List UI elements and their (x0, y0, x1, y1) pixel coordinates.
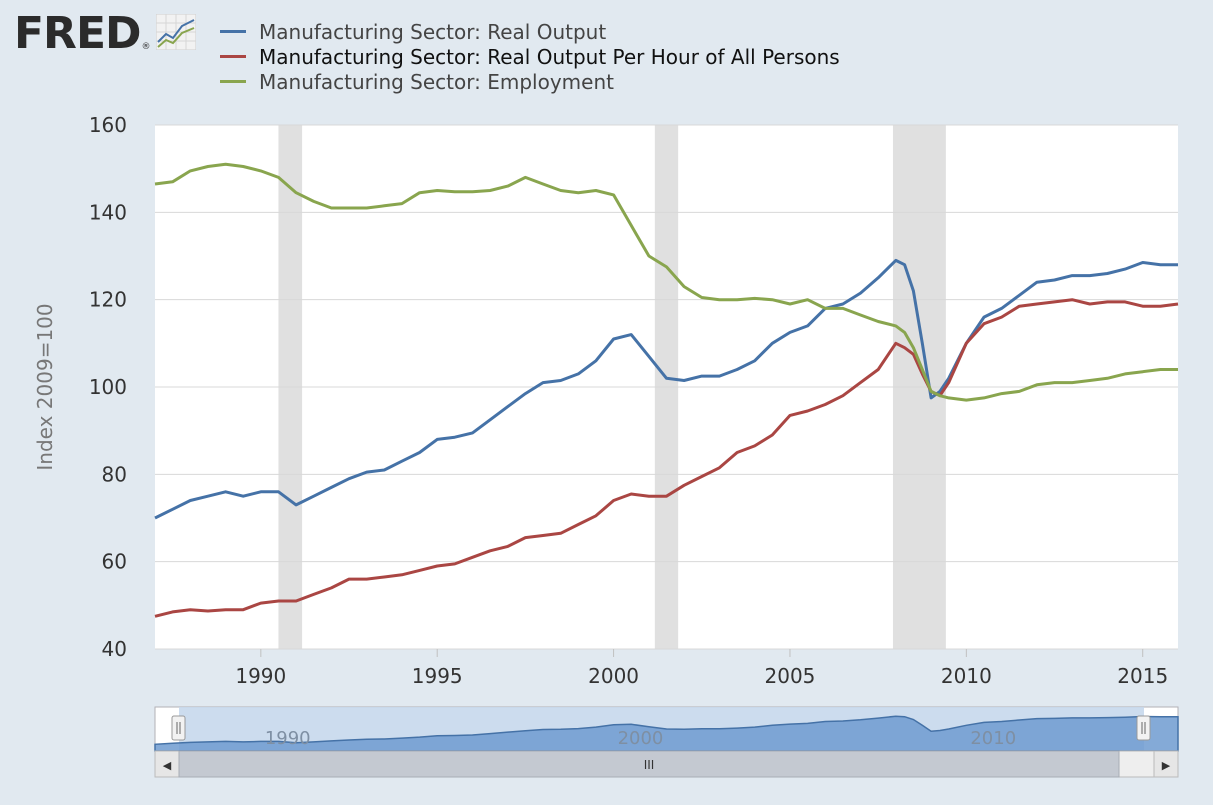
handle-box (171, 715, 186, 741)
y-tick-label: 120 (89, 288, 127, 312)
legend-item-real-output[interactable]: Manufacturing Sector: Real Output (220, 19, 840, 44)
chart-legend: Manufacturing Sector: Real Output Manufa… (220, 19, 840, 94)
navigator-handle-right[interactable] (1136, 715, 1151, 741)
legend-item-productivity[interactable]: Manufacturing Sector: Real Output Per Ho… (220, 44, 840, 69)
logo-text: FRED (14, 8, 142, 59)
legend-label-productivity: Manufacturing Sector: Real Output Per Ho… (259, 44, 840, 69)
scroll-right-arrow-icon: ▶ (1162, 759, 1171, 772)
y-tick-label: 160 (89, 113, 127, 137)
x-tick-label: 2005 (765, 664, 816, 688)
scrollbar-grip-icon: III (644, 758, 655, 772)
y-axis-title: Index 2009=100 (33, 303, 57, 470)
y-tick-label: 60 (102, 550, 127, 574)
y-tick-label: 140 (89, 200, 127, 224)
x-tick-label: 1995 (412, 664, 463, 688)
scroll-left-arrow-icon: ◀ (163, 759, 172, 772)
legend-swatch-productivity (220, 55, 246, 58)
legend-item-employment[interactable]: Manufacturing Sector: Employment (220, 69, 840, 94)
navigator-label: 1990 (265, 728, 311, 749)
series-line-2[interactable] (154, 162, 1178, 402)
legend-label-employment: Manufacturing Sector: Employment (259, 69, 614, 94)
logo-registered-mark: ® (141, 42, 151, 52)
fred-chart-icon (155, 13, 197, 54)
x-tick-label: 2015 (1117, 664, 1168, 688)
y-tick-label: 100 (89, 375, 127, 399)
navigator-handle-left[interactable] (171, 715, 186, 741)
legend-swatch-employment (220, 80, 246, 83)
scrollbar-thumb[interactable] (178, 750, 1120, 778)
legend-label-real-output: Manufacturing Sector: Real Output (259, 19, 607, 44)
x-tick-label: 2000 (588, 664, 639, 688)
navigator-label: 2010 (970, 728, 1016, 749)
navigator-label: 2000 (618, 728, 664, 749)
handle-box (1136, 715, 1151, 741)
x-tick-label: 1990 (235, 664, 286, 688)
fred-logo[interactable]: FRED ® (14, 8, 197, 59)
range-navigator[interactable]: 1990 2000 2010 ◀ ▶ III (154, 706, 1179, 778)
x-tick-label: 2010 (941, 664, 992, 688)
gridlines (155, 124, 1178, 650)
y-tick-label: 80 (102, 462, 127, 486)
series-line-1[interactable] (154, 298, 1179, 618)
scrollbar-left-button[interactable] (154, 750, 180, 778)
x-axis: 1990 1995 2000 2005 2010 2015 (235, 649, 1168, 688)
y-tick-label: 40 (102, 637, 127, 661)
y-axis: 40 60 80 100 120 140 160 (89, 113, 127, 661)
series-line-0[interactable] (154, 258, 1178, 520)
series-lines (154, 162, 1179, 618)
scrollbar-right-button[interactable] (1153, 750, 1179, 778)
legend-swatch-real-output (220, 30, 246, 33)
navigator-area (154, 715, 1179, 752)
